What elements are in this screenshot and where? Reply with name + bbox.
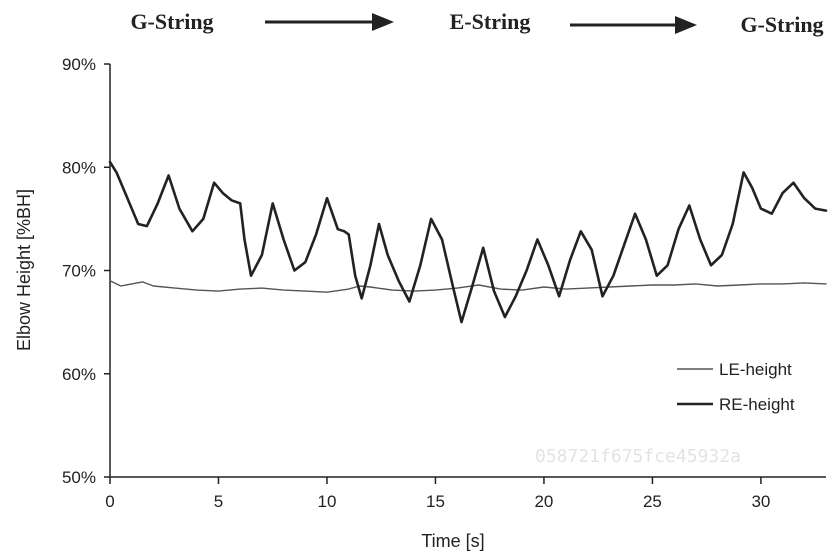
x-tick-label: 10: [318, 492, 337, 511]
phase-label-g-string-start: G-String: [130, 9, 213, 34]
legend-box: [668, 348, 838, 420]
phase-label-g-string-end: G-String: [740, 12, 823, 37]
y-tick-label: 70%: [62, 262, 96, 281]
x-tick-label: 25: [643, 492, 662, 511]
y-axis: 50% 60% 70% 80% 90%: [62, 55, 111, 487]
x-tick-label: 20: [534, 492, 553, 511]
legend-label-le-height: LE-height: [719, 360, 792, 379]
y-tick-label: 80%: [62, 158, 96, 177]
y-axis-title: Elbow Height [%BH]: [14, 189, 34, 351]
watermark-text: 058721f675fce45932a: [535, 446, 741, 467]
x-tick-label: 15: [426, 492, 445, 511]
phase-arrow-1: [265, 13, 394, 31]
series-line-le-height: [109, 280, 827, 293]
series-layer: [108, 160, 828, 324]
x-tick-label: 0: [105, 492, 114, 511]
phase-arrow-2: [570, 16, 697, 34]
legend: LE-height RE-height: [668, 348, 838, 420]
x-tick-label: 5: [214, 492, 223, 511]
phase-annotations: G-String E-String G-String: [130, 9, 823, 37]
legend-label-re-height: RE-height: [719, 395, 795, 414]
x-axis: 0 5 10 15 20 25 30: [105, 476, 826, 511]
phase-label-e-string: E-String: [450, 9, 531, 34]
x-axis-title: Time [s]: [421, 531, 484, 551]
x-tick-label: 30: [751, 492, 770, 511]
series-line-re-height: [108, 160, 828, 324]
y-tick-label: 50%: [62, 468, 96, 487]
y-tick-label: 90%: [62, 55, 96, 74]
y-tick-label: 60%: [62, 365, 96, 384]
